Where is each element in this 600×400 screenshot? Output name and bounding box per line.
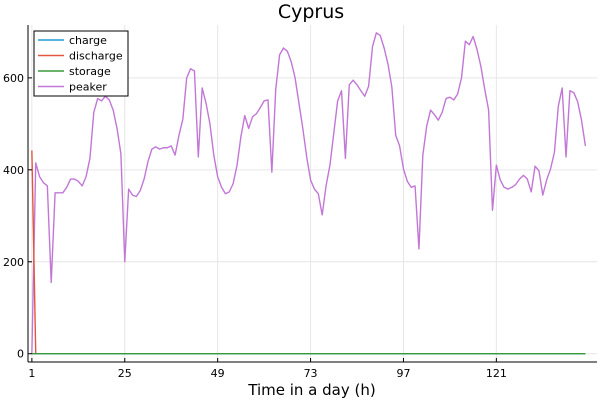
series-line-peaker [31, 32, 587, 354]
tick-labels: 1 25 49 73 97 121 0 200 400 600 [3, 72, 507, 380]
series-lines [31, 32, 587, 355]
y-tick-label: 200 [3, 256, 24, 269]
series-line-discharge [31, 150, 37, 354]
axes [27, 25, 597, 363]
y-tick-label: 600 [3, 72, 24, 85]
x-axis-label: Time in a day (h) [247, 381, 375, 399]
x-tick-label: 121 [486, 367, 507, 380]
legend-label-storage: storage [69, 65, 111, 78]
x-tick-label: 97 [396, 367, 410, 380]
y-tick-label: 0 [17, 348, 24, 361]
legend: charge discharge storage peaker [33, 30, 129, 97]
x-tick-label: 25 [118, 367, 132, 380]
chart-title: Cyprus [278, 1, 344, 23]
x-tick-label: 1 [28, 367, 35, 380]
x-tick-label: 49 [211, 367, 225, 380]
legend-label-charge: charge [69, 34, 107, 47]
x-tick-label: 73 [304, 367, 318, 380]
legend-label-peaker: peaker [69, 81, 107, 94]
legend-label-discharge: discharge [69, 50, 123, 63]
y-tick-label: 400 [3, 164, 24, 177]
legend-box [33, 30, 129, 97]
